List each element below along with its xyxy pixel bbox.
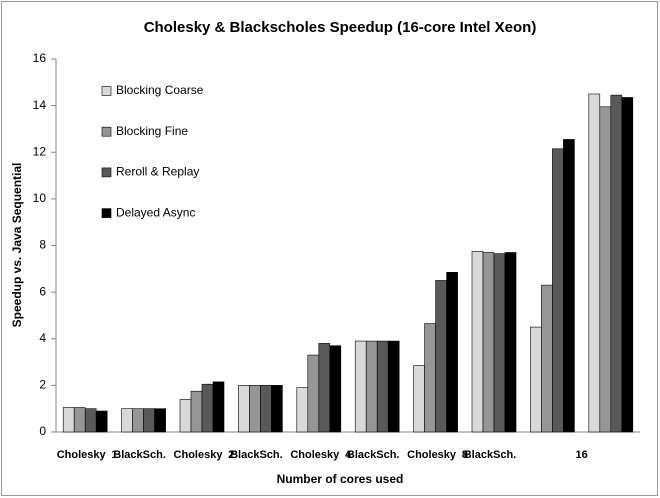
bar <box>610 94 623 433</box>
bar <box>154 408 166 433</box>
y-tick-label: 0 <box>39 424 46 438</box>
x-tick-label: BlackSch. <box>113 449 166 461</box>
legend-swatch <box>101 126 112 137</box>
bar <box>179 399 192 433</box>
x-axis-title: Number of cores used <box>277 472 404 486</box>
x-tick-label: BlackSch. <box>347 449 400 461</box>
bar <box>260 385 272 433</box>
x-group-label: 8 <box>462 449 468 461</box>
bar <box>376 340 389 433</box>
legend-swatch <box>101 86 112 96</box>
y-tick-label: 12 <box>33 144 47 158</box>
y-tick-label: 16 <box>33 51 47 65</box>
bar <box>238 385 250 433</box>
bar <box>530 326 542 433</box>
bar <box>329 345 342 433</box>
bar <box>588 93 601 433</box>
bar <box>435 280 447 433</box>
bar <box>84 408 97 433</box>
legend-swatch <box>101 208 112 218</box>
x-group-label: 16 <box>575 449 587 461</box>
y-tick-label: 2 <box>39 378 46 392</box>
bar <box>95 410 108 433</box>
y-tick-label: 10 <box>33 191 47 205</box>
bar <box>504 252 517 433</box>
bar <box>62 407 75 433</box>
x-tick-label: Cholesky <box>407 449 457 461</box>
bar <box>73 407 86 433</box>
y-axis-title: Speedup vs. Java Sequential <box>10 163 24 328</box>
chart-title: Cholesky & Blackscholes Speedup (16-core… <box>144 19 537 36</box>
bar <box>307 354 320 433</box>
legend-label: Reroll & Replay <box>116 165 199 179</box>
x-tick-label: BlackSch. <box>464 449 517 461</box>
bar <box>132 408 144 433</box>
x-group-label: 1 <box>111 449 117 461</box>
bar <box>212 381 225 433</box>
bar <box>493 253 506 433</box>
legend-label: Delayed Async <box>116 205 195 219</box>
legend-swatch <box>101 167 112 178</box>
bar <box>249 385 261 433</box>
bar <box>271 385 283 433</box>
x-tick-label: Cholesky <box>174 449 224 461</box>
x-tick-label: Cholesky <box>290 449 340 461</box>
bar <box>121 408 133 433</box>
x-group-label: 2 <box>228 449 234 461</box>
bar <box>190 390 203 433</box>
legend-label: Blocking Fine <box>116 124 188 138</box>
bar <box>621 97 634 433</box>
bar <box>424 323 436 433</box>
bar <box>446 272 458 433</box>
bar <box>365 340 378 433</box>
bar <box>387 340 400 433</box>
x-group-label: 4 <box>345 449 352 461</box>
y-tick-label: 14 <box>33 98 47 112</box>
y-tick-label: 4 <box>39 331 46 345</box>
legend-label: Blocking Coarse <box>116 83 204 97</box>
bar <box>563 139 575 433</box>
bar <box>482 252 495 433</box>
bar <box>599 106 612 433</box>
bar <box>354 340 367 433</box>
bar <box>541 284 553 433</box>
y-tick-label: 8 <box>39 238 46 252</box>
x-tick-label: Cholesky <box>57 449 107 461</box>
bar <box>318 343 331 433</box>
bar <box>143 408 155 433</box>
y-tick-label: 6 <box>39 284 46 298</box>
x-tick-label: BlackSch. <box>230 449 283 461</box>
bar <box>471 251 484 433</box>
bar <box>552 148 564 433</box>
bar <box>413 365 425 433</box>
bar <box>201 383 214 433</box>
bar <box>296 387 309 433</box>
